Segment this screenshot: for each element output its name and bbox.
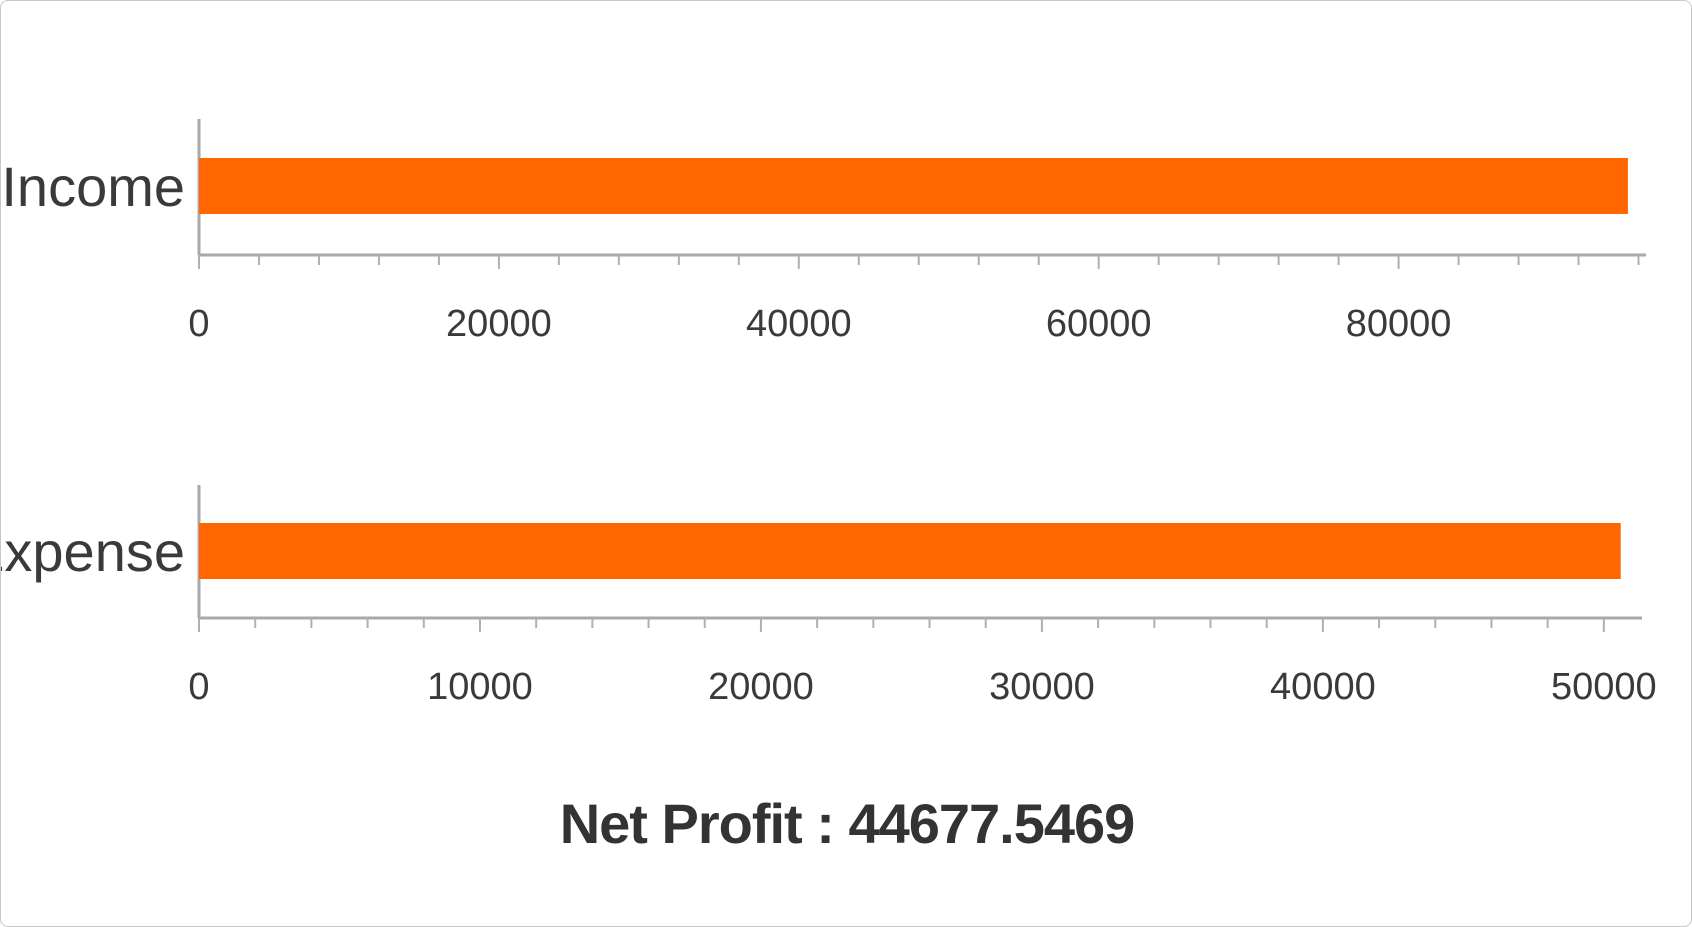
income-tick-label: 80000 xyxy=(1346,303,1452,345)
expense-tick-label: 20000 xyxy=(708,666,814,708)
expense-tick-label: 10000 xyxy=(427,666,533,708)
income-tick-label: 60000 xyxy=(1046,303,1152,345)
income-tick-label: 20000 xyxy=(446,303,552,345)
expense-tick-label: 30000 xyxy=(989,666,1095,708)
income-bar xyxy=(199,158,1628,214)
income-expense-chart: Income 0 20000 40000 60000 80000 Expense 0 10000… xyxy=(1,119,1657,708)
expense-tick-label: 0 xyxy=(188,666,209,708)
expense-category-label: Expense xyxy=(1,520,185,583)
expense-tick-label: 50000 xyxy=(1551,666,1657,708)
income-tick-label: 40000 xyxy=(746,303,852,345)
expense-tick-label: 40000 xyxy=(1270,666,1376,708)
income-category-label: Income xyxy=(1,155,185,218)
net-profit-text: Net Profit : 44677.5469 xyxy=(559,792,1136,855)
income-tick-label: 0 xyxy=(188,303,209,345)
expense-bar xyxy=(199,523,1621,579)
